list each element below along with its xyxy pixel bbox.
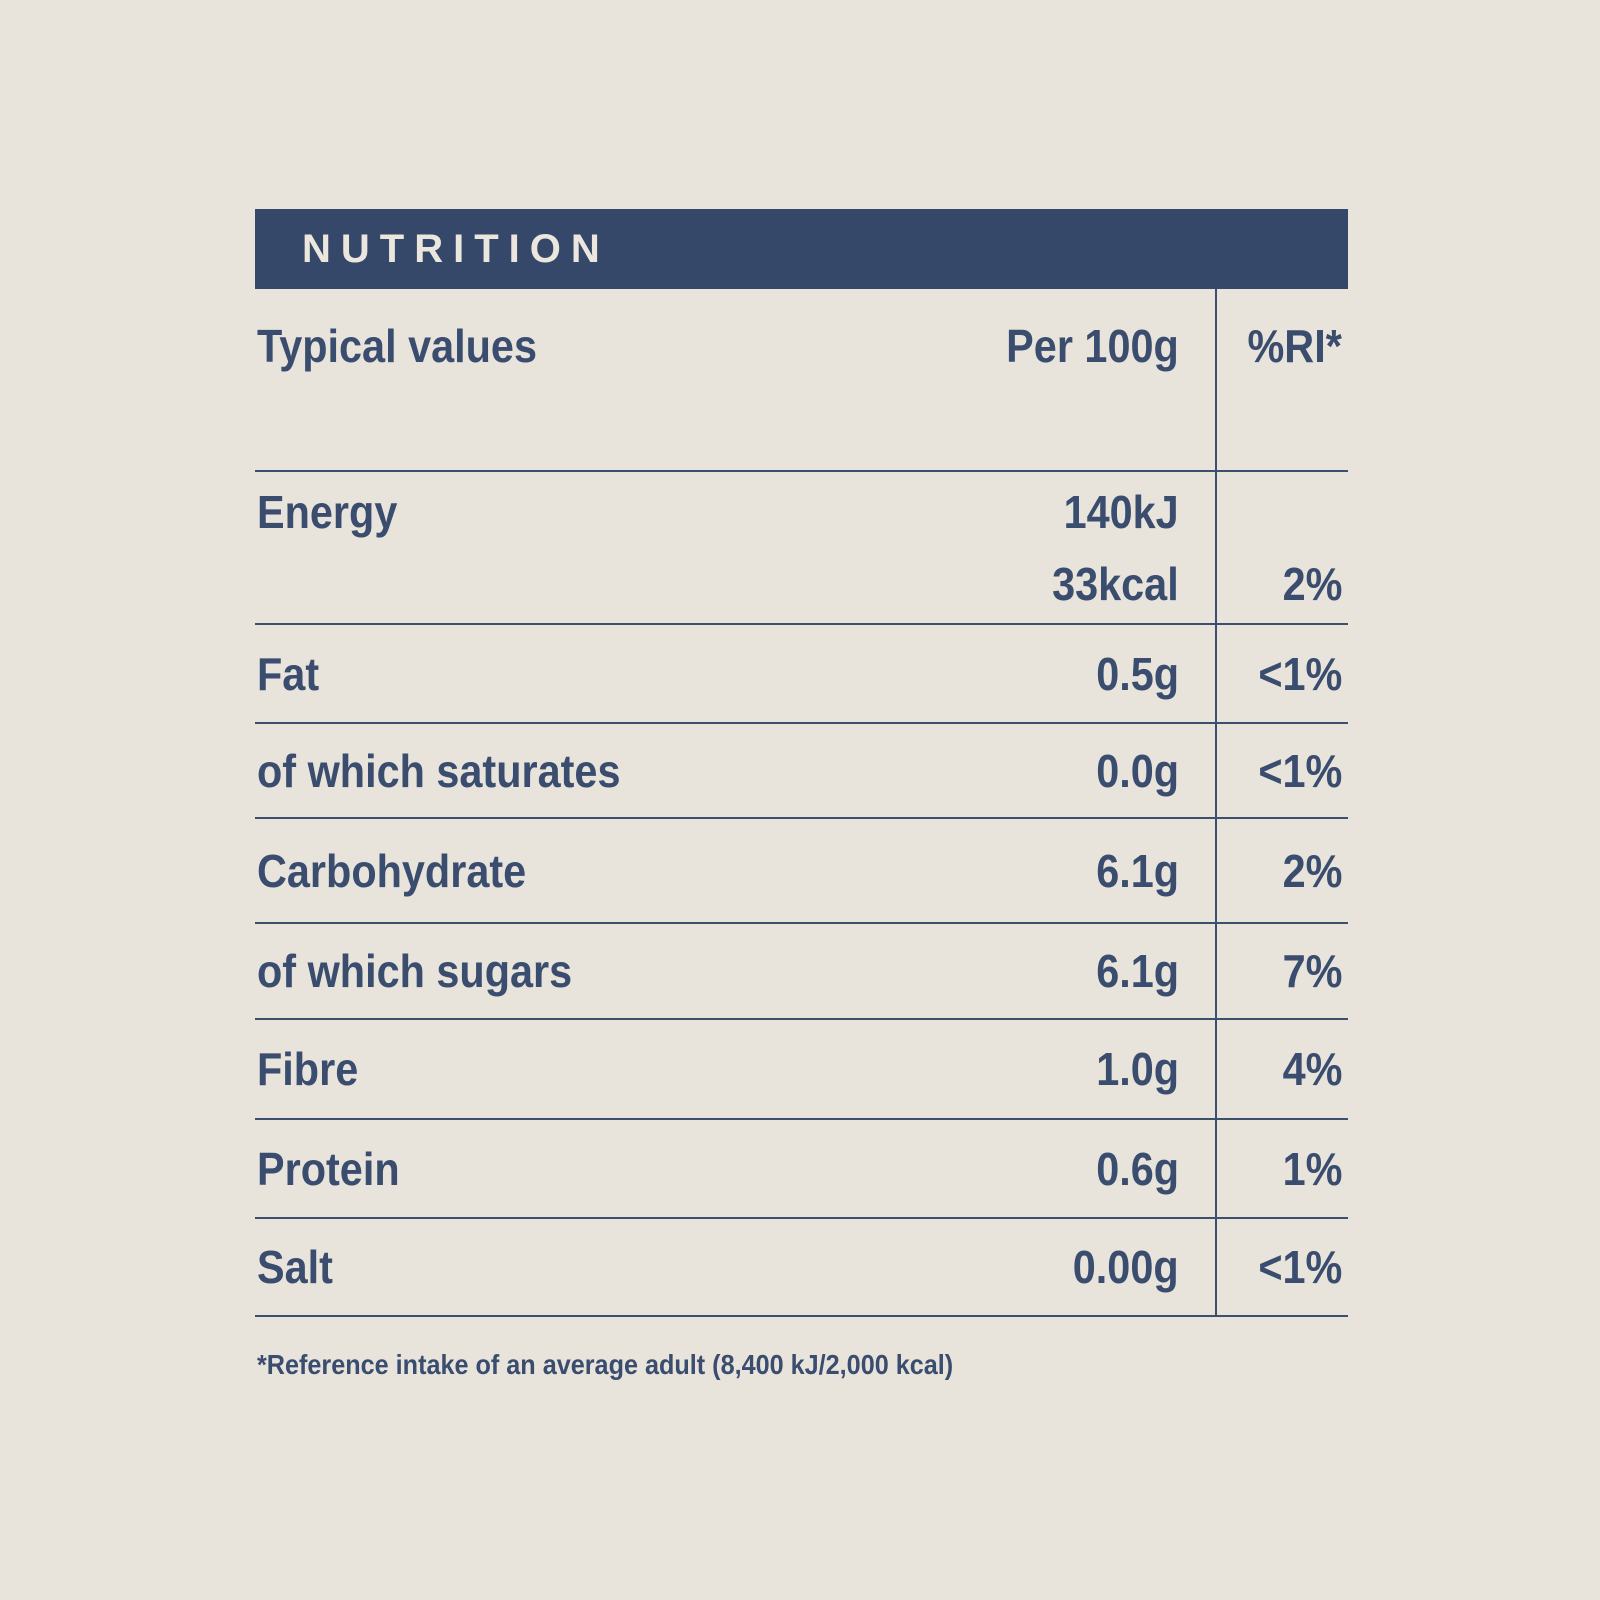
row-salt: Salt 0.00g <1% <box>255 1217 1348 1317</box>
ri-value: 1% <box>1282 1142 1342 1195</box>
row-sugars: of which sugars 6.1g 7% <box>255 922 1348 1018</box>
nutrition-table: NUTRITION Typical values Per 100g %RI* E… <box>255 209 1348 1381</box>
row-protein: Protein 0.6g 1% <box>255 1118 1348 1217</box>
ri-value: 2% <box>1282 558 1342 610</box>
ri-value: 7% <box>1282 945 1342 997</box>
nutrient-value: 6.1g <box>1096 844 1179 897</box>
nutrient-value: 0.5g <box>1096 647 1179 700</box>
energy-kj-value: 140kJ <box>1063 486 1179 538</box>
nutrient-label: of which saturates <box>257 744 621 797</box>
ri-value: 4% <box>1282 1043 1342 1095</box>
energy-value-stack: 140kJ 33kcal <box>1038 472 1179 620</box>
table-header-row: Typical values Per 100g %RI* <box>255 289 1348 470</box>
nutrient-label: Carbohydrate <box>257 844 527 897</box>
column-typical-values: Typical values <box>257 320 537 372</box>
nutrient-label: Salt <box>257 1241 333 1293</box>
row-fat: Fat 0.5g <1% <box>255 623 1348 722</box>
column-per-100g: Per 100g <box>1006 320 1179 372</box>
nutrient-value: 0.00g <box>1073 1241 1179 1293</box>
footnote-text: *Reference intake of an average adult (8… <box>257 1349 954 1380</box>
nutrient-value: 0.6g <box>1096 1142 1179 1195</box>
row-energy: Energy 140kJ 33kcal 2% <box>255 470 1348 623</box>
row-saturates: of which saturates 0.0g <1% <box>255 722 1348 817</box>
ri-value: <1% <box>1257 647 1342 700</box>
nutrient-value: 6.1g <box>1096 945 1179 997</box>
energy-kcal-value: 33kcal <box>1052 558 1179 610</box>
nutrient-label: of which sugars <box>257 945 573 997</box>
nutrient-label: Fat <box>257 647 320 700</box>
ri-value: <1% <box>1257 744 1342 797</box>
nutrient-value: 0.0g <box>1096 744 1179 797</box>
row-fibre: Fibre 1.0g 4% <box>255 1018 1348 1118</box>
reference-intake-footnote: *Reference intake of an average adult (8… <box>255 1349 1348 1381</box>
nutrient-label: Energy <box>257 486 398 538</box>
nutrient-label: Protein <box>257 1142 400 1195</box>
nutrition-header-bar: NUTRITION <box>255 209 1348 289</box>
header-ri-cell: %RI* <box>1215 289 1348 470</box>
ri-value: <1% <box>1257 1241 1342 1293</box>
nutrient-label: Fibre <box>257 1043 359 1095</box>
column-percent-ri: %RI* <box>1247 320 1342 372</box>
row-carbohydrate: Carbohydrate 6.1g 2% <box>255 817 1348 922</box>
ri-value: 2% <box>1282 844 1342 897</box>
nutrition-title: NUTRITION <box>302 226 610 271</box>
header-main-cell: Typical values Per 100g <box>255 289 1215 470</box>
nutrient-value: 1.0g <box>1096 1043 1179 1095</box>
